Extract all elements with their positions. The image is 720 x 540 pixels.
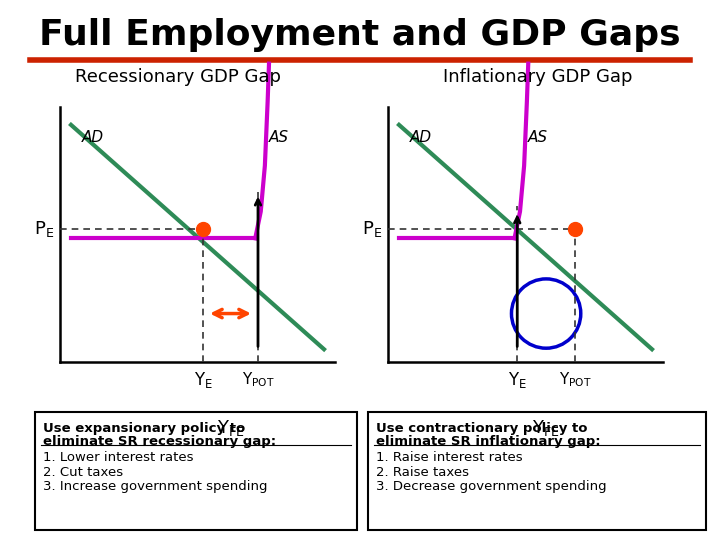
Text: AD: AD: [82, 130, 104, 145]
Text: $\mathregular{Y_{POT}}$: $\mathregular{Y_{POT}}$: [242, 370, 274, 389]
Text: Use expansionary policy to: Use expansionary policy to: [43, 422, 246, 435]
Text: $\mathregular{Y_E}$: $\mathregular{Y_E}$: [508, 370, 527, 390]
Text: AS: AS: [269, 130, 289, 145]
Text: 2. Cut taxes: 2. Cut taxes: [43, 465, 123, 478]
Text: AS: AS: [528, 130, 548, 145]
Text: 1. Lower interest rates: 1. Lower interest rates: [43, 451, 194, 464]
Text: 3. Decrease government spending: 3. Decrease government spending: [376, 480, 607, 493]
Text: $\mathregular{Y_{FE}}$: $\mathregular{Y_{FE}}$: [532, 418, 560, 438]
FancyBboxPatch shape: [35, 412, 357, 530]
Text: Use contractionary policy to: Use contractionary policy to: [376, 422, 588, 435]
Text: 2. Raise taxes: 2. Raise taxes: [376, 465, 469, 478]
Text: Recessionary GDP Gap: Recessionary GDP Gap: [75, 68, 281, 86]
Text: $\mathregular{Y_{FE}}$: $\mathregular{Y_{FE}}$: [217, 418, 244, 438]
FancyBboxPatch shape: [194, 413, 266, 443]
Text: eliminate SR inflationary gap:: eliminate SR inflationary gap:: [376, 435, 600, 449]
FancyBboxPatch shape: [368, 412, 706, 530]
Text: 1. Raise interest rates: 1. Raise interest rates: [376, 451, 523, 464]
Text: $\mathregular{P_E}$: $\mathregular{P_E}$: [34, 219, 54, 239]
Text: 3. Increase government spending: 3. Increase government spending: [43, 480, 268, 493]
Text: Full Employment and GDP Gaps: Full Employment and GDP Gaps: [39, 18, 681, 52]
Text: AD: AD: [410, 130, 432, 145]
Text: Inflationary GDP Gap: Inflationary GDP Gap: [444, 68, 633, 86]
Text: eliminate SR recessionary gap:: eliminate SR recessionary gap:: [43, 435, 276, 449]
Text: $\mathregular{Y_{POT}}$: $\mathregular{Y_{POT}}$: [559, 370, 591, 389]
Text: $\mathregular{Y_E}$: $\mathregular{Y_E}$: [194, 370, 212, 390]
FancyBboxPatch shape: [510, 413, 582, 443]
Text: $\mathregular{P_E}$: $\mathregular{P_E}$: [362, 219, 382, 239]
